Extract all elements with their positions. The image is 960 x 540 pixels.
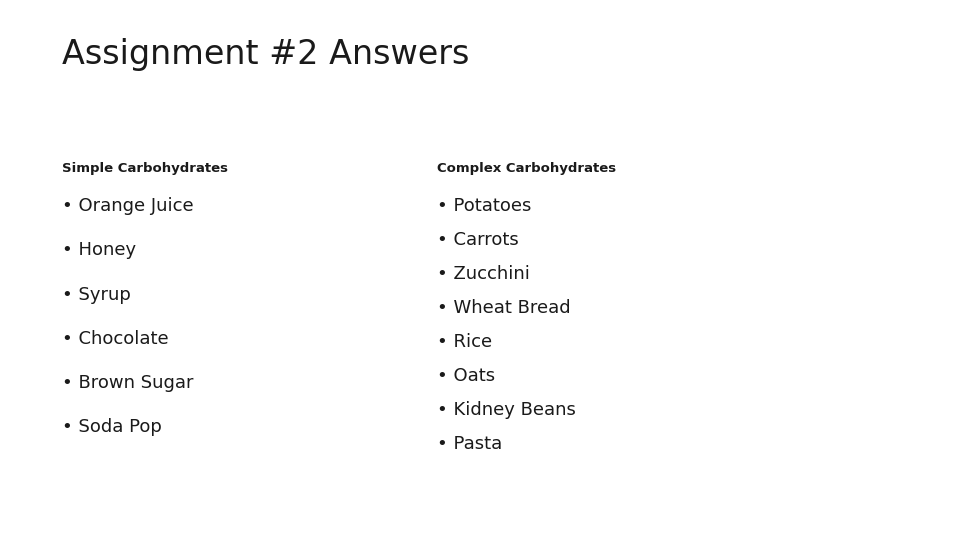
Text: • Rice: • Rice <box>437 333 492 351</box>
Text: • Carrots: • Carrots <box>437 231 518 249</box>
Text: • Wheat Bread: • Wheat Bread <box>437 299 570 317</box>
Text: • Soda Pop: • Soda Pop <box>62 418 162 436</box>
Text: • Pasta: • Pasta <box>437 435 502 453</box>
Text: • Oats: • Oats <box>437 367 495 385</box>
Text: • Syrup: • Syrup <box>62 286 132 303</box>
Text: Complex Carbohydrates: Complex Carbohydrates <box>437 162 616 175</box>
Text: Assignment #2 Answers: Assignment #2 Answers <box>62 38 469 71</box>
Text: • Zucchini: • Zucchini <box>437 265 530 283</box>
Text: • Kidney Beans: • Kidney Beans <box>437 401 576 419</box>
Text: • Orange Juice: • Orange Juice <box>62 197 194 215</box>
Text: • Honey: • Honey <box>62 241 136 259</box>
Text: • Brown Sugar: • Brown Sugar <box>62 374 194 392</box>
Text: • Chocolate: • Chocolate <box>62 330 169 348</box>
Text: Simple Carbohydrates: Simple Carbohydrates <box>62 162 228 175</box>
Text: • Potatoes: • Potatoes <box>437 197 531 215</box>
